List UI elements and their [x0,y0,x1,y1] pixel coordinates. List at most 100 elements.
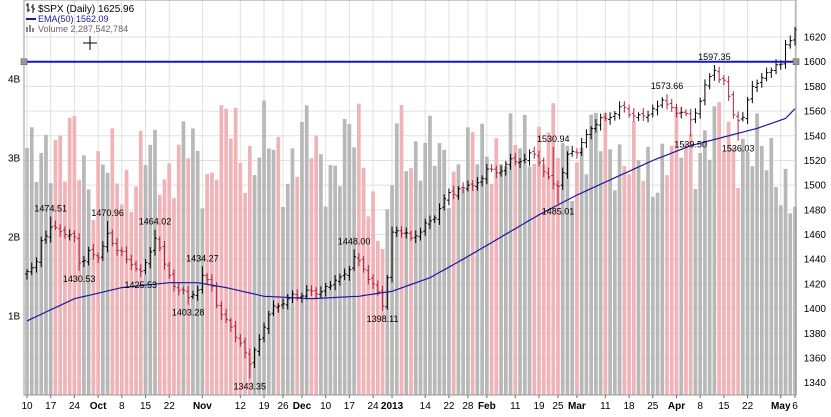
volume-bar [238,162,243,395]
price-bar [138,264,143,278]
price-bar [371,274,376,289]
price-bar [62,226,67,239]
volume-bar [745,152,750,395]
price-bar [698,97,703,119]
date-tick-label: 18 [624,401,636,412]
volume-bar [598,151,603,395]
volume-bar [48,183,53,395]
volume-bar [338,186,342,395]
volume-tick-label: 3B [8,154,21,165]
volume-bar [181,121,186,396]
volume-bar [432,166,437,395]
volume-bar [252,175,257,395]
price-bar [81,255,86,268]
volume-bar [755,113,759,396]
volume-bar [176,144,181,395]
date-tick-label: 11 [600,401,611,412]
volume-bar [565,145,570,395]
price-bar [162,240,167,270]
volume-bar [219,105,224,395]
price-bar [228,317,233,333]
price-bar [712,64,717,81]
volume-bar [788,213,793,395]
volume-bar [195,150,200,395]
price-bar [622,101,627,113]
price-bar [224,308,229,324]
price-bar [755,79,760,92]
volume-bar [669,145,674,395]
price-bar [574,148,579,159]
volume-bar [603,112,608,395]
volume-bar [276,136,281,395]
volume-bar [300,121,304,396]
volume-bar [44,134,48,395]
date-tick-label: 22 [742,401,754,412]
volume-bar [480,123,484,395]
price-bar [475,177,480,191]
volume-bar [461,188,465,395]
price-bar [399,226,404,238]
price-bar [190,290,195,300]
volume-bar [371,191,375,395]
price-bar [209,274,214,292]
volume-bar [688,133,693,395]
volume-bar [247,145,252,395]
price-bar [333,275,338,291]
volume-bar [413,141,418,395]
volume-bar [172,198,176,395]
volume-bar [262,100,266,396]
price-bar [612,111,617,121]
price-bar [674,103,679,118]
price-bar [205,273,210,285]
volume-bar [290,148,295,395]
price-bar [551,146,556,190]
price-annotation: 1539.50 [674,139,707,149]
price-bar [527,149,532,166]
crosshair-cursor-icon [83,36,97,50]
price-tick-label: 1500 [804,181,827,192]
volume-bar [390,185,394,395]
volume-bar [679,157,684,395]
volume-bar [143,165,148,395]
price-bar [77,233,82,271]
volume-bar [551,103,556,395]
price-bar [143,258,148,275]
price-bar [148,246,153,269]
legend: $SPX (Daily) 1625.96 EMA(50) 1562.09 Vol… [26,3,135,34]
price-annotation: 1434.27 [186,253,219,263]
price-bar [499,165,504,177]
date-tick-label: 17 [344,401,356,412]
price-bar [404,227,409,239]
price-bar [281,298,285,309]
volume-bar [712,106,717,396]
price-tick-label: 1560 [804,107,827,118]
price-bar [309,285,314,297]
price-bar [731,91,736,119]
date-tick-label: 26 [277,401,289,412]
price-bar [679,106,684,119]
volume-bar [186,158,191,395]
price-bar [171,269,176,292]
price-annotation: 1343.35 [234,382,267,392]
volume-axis-ticks: 1B 2B 3B 4B [8,75,21,323]
volume-bar [741,138,745,395]
price-bar [58,224,63,237]
volume-bar [456,164,461,395]
date-tick-label: 10 [21,401,33,412]
price-bar [736,111,741,141]
volume-bar [91,220,96,395]
volume-bar [703,130,707,395]
volume-bar [499,164,503,395]
price-bar [584,129,589,148]
price-bar [153,229,157,256]
price-tick-label: 1540 [804,131,827,142]
volume-bar [361,167,366,395]
price-bar [48,216,53,243]
price-bar [480,175,485,187]
price-bar [646,110,651,123]
price-bar [518,158,523,169]
price-bar [532,146,537,159]
price-bar [764,67,769,82]
volume-bar [769,137,774,395]
